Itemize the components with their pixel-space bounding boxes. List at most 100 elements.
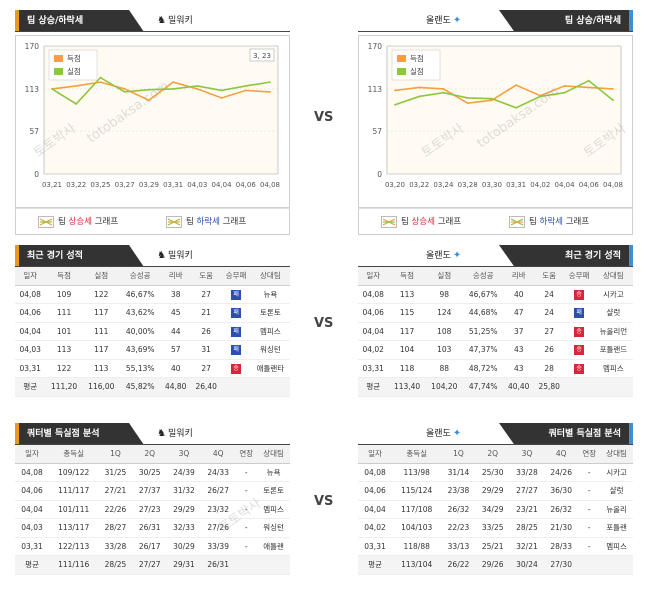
table-cell: 40,40	[503, 377, 534, 397]
table-cell: 24/26	[544, 463, 579, 482]
column-header: 일자	[358, 445, 393, 464]
legend-down[interactable]: 팀 하락세 그래프	[509, 215, 589, 229]
table-cell: 패	[221, 303, 251, 323]
table-cell: 27	[190, 359, 222, 378]
table-row: 04,03 113/117 28/27 26/31 32/33 27/26- 워싱턴	[15, 518, 290, 538]
table-cell: 103	[425, 340, 463, 360]
data-point	[466, 102, 469, 105]
table-cell: 108	[425, 322, 463, 341]
quarter-title: 쿼터별 득실점 분석	[19, 423, 144, 445]
table-cell: 44	[160, 322, 191, 341]
legend-up[interactable]: 팀 상승세 그래프	[381, 215, 461, 229]
team-name: 밀워키	[167, 16, 193, 26]
right-team-label: 올랜도 ✦	[426, 10, 463, 32]
table-cell: 55,13%	[119, 359, 161, 378]
table-cell: 46,67%	[119, 285, 161, 304]
up-graph-icon	[38, 215, 54, 228]
table-cell: 109/122	[49, 463, 99, 482]
table-cell: 04,06	[15, 303, 46, 323]
table-row: 04,02 104/103 22/23 33/25 28/25 21/30- 포틀랜	[358, 518, 633, 538]
table-cell: -	[578, 463, 601, 482]
table-cell: 26,40	[190, 377, 222, 397]
table-cell: 32/33	[166, 518, 202, 538]
right-quarter-table: 일자 총득실 1Q 2Q 3Q 4Q 연장 상대팀 04,08 113/98 31/14 25/30 3…	[358, 445, 633, 575]
quarter-title: 쿼터별 득실점 분석	[499, 423, 629, 445]
table-cell: 멤피스	[600, 537, 633, 556]
legend-up[interactable]: 팀 상승세 그래프	[38, 215, 118, 229]
table-row: 03,31 122/113 33/28 26/17 30/29 33/39- 애틀랜	[15, 537, 290, 556]
table-cell: 124	[425, 303, 463, 323]
table-cell: 뉴욕	[250, 285, 290, 304]
column-header: 4Q	[544, 445, 579, 464]
data-point	[539, 95, 542, 98]
x-tick-label: 04,02	[530, 181, 550, 189]
x-tick-label: 03,29	[139, 181, 159, 189]
table-cell: 34/29	[475, 500, 510, 519]
table-cell: 40,00%	[119, 322, 161, 341]
table-cell	[593, 377, 633, 397]
annotation-box	[249, 48, 275, 62]
data-point	[587, 79, 590, 82]
table-cell: 04,02	[358, 340, 389, 360]
column-header: 2Q	[132, 445, 167, 464]
team-name: 밀워키	[167, 429, 193, 439]
column-header: 승성공	[119, 267, 161, 286]
header-rule	[358, 266, 633, 267]
table-cell: 57	[160, 340, 191, 360]
table-cell: 04,06	[358, 481, 393, 501]
table-cell: 104/103	[392, 518, 442, 538]
header-accent	[629, 10, 633, 32]
left-trend-header: 팀 상승/하락세 ♞ 밀워키	[15, 10, 290, 32]
table-cell: 109	[45, 285, 83, 304]
legend-up-word: 상승세	[68, 217, 92, 227]
win-badge: 승	[574, 326, 585, 337]
table-cell: 30/29	[166, 537, 202, 556]
column-header: 상대팀	[250, 267, 290, 286]
column-header: 일자	[15, 445, 50, 464]
table-cell: 117	[82, 340, 120, 360]
table-cell: -	[235, 537, 258, 556]
x-tick-label: 04,03	[187, 181, 207, 189]
table-row: 04,04 101/111 22/26 27/23 29/29 23/32- 멤피스	[15, 500, 290, 519]
table-cell: 101	[45, 322, 83, 341]
table-cell: -	[578, 481, 601, 501]
table-cell: 104	[388, 340, 426, 360]
table-cell: 04,02	[358, 518, 393, 538]
table-cell: 27/27	[132, 555, 167, 575]
legend-down[interactable]: 팀 하락세 그래프	[166, 215, 246, 229]
table-cell: 패	[221, 322, 251, 341]
table-cell: 113	[82, 359, 120, 378]
x-tick-label: 03,31	[506, 181, 526, 189]
table-cell: 포틀랜드	[593, 340, 633, 360]
table-cell: 33/13	[441, 537, 476, 556]
data-point	[123, 88, 126, 90]
table-cell: -	[578, 500, 601, 519]
table-row: 03,31 122 113 55,13% 40 27 승 애틀랜타	[15, 359, 290, 378]
vs-label-1: VS	[314, 110, 334, 125]
x-tick-label: 03,25	[90, 181, 110, 189]
legend-up-suffix: 그래프	[92, 217, 119, 227]
table-cell: 122/113	[49, 537, 99, 556]
table-cell: 24	[533, 285, 565, 304]
table-cell: 04,08	[358, 285, 389, 304]
table-cell	[578, 555, 601, 575]
left-trend-chart: 0 57 113 170 03,21 03,22 03,25 03,27 03,29 03,31 0…	[15, 35, 290, 208]
table-cell: 평균	[15, 377, 46, 397]
y-tick-label: 57	[29, 127, 39, 136]
table-cell: 28/25	[98, 555, 133, 575]
table-cell: 51,25%	[462, 322, 504, 341]
column-header: 승무패	[564, 267, 594, 286]
table-cell: 111	[45, 303, 83, 323]
table-cell: 32/21	[509, 537, 545, 556]
y-tick-label: 0	[34, 170, 39, 179]
data-point	[220, 97, 223, 99]
table-cell: 26/27	[201, 481, 236, 501]
vs-label-3: VS	[314, 494, 334, 509]
table-row: 04,06 111 117 43,62% 45 21 패 토론토	[15, 303, 290, 323]
header-rule	[15, 31, 290, 32]
data-point	[515, 106, 518, 109]
table-cell: 38	[160, 285, 191, 304]
table-cell: 뉴올리	[600, 500, 633, 519]
table-cell: 111	[82, 322, 120, 341]
table-cell: 28	[533, 359, 565, 378]
